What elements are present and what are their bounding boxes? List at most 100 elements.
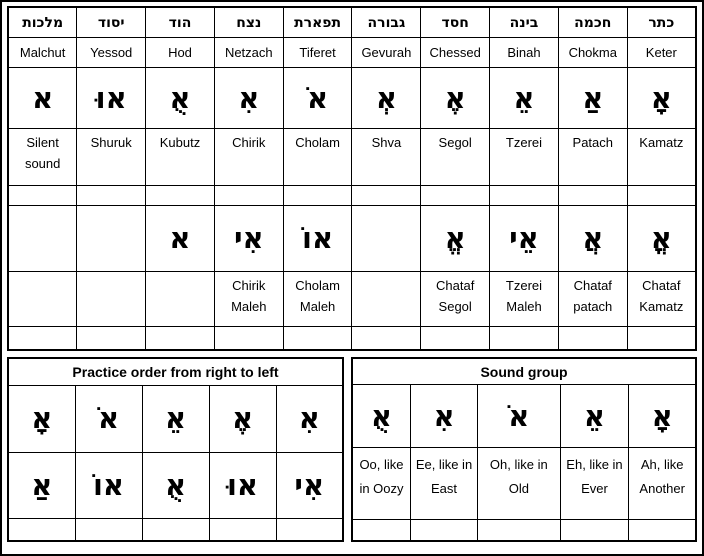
nikud-letter: אוּ: [76, 67, 147, 129]
nikud-name: Chataf patach: [557, 271, 628, 327]
nikud-letter: אַ: [557, 67, 628, 129]
nikud-name-row-2: Chirik Maleh Cholam Maleh Chataf Segol T…: [7, 271, 697, 327]
sefirah-hebrew-name: נצח: [213, 6, 284, 38]
practice-letter: אוֹ: [74, 451, 143, 520]
practice-letter: אַ: [7, 451, 76, 520]
sefirah-hebrew-name: בינה: [489, 6, 559, 38]
sound-letter-row: אֻ אִ אֹ אֵ אָ: [351, 384, 697, 448]
empty-cell: [7, 185, 78, 206]
practice-letter: אֶ: [208, 384, 277, 453]
empty-cell: [7, 326, 78, 351]
practice-row-2: אַ אוֹ אֻ אוּ אִי: [7, 451, 344, 520]
sefirah-hebrew-name: גבורה: [351, 6, 422, 38]
nikud-table: מלכות יסוד הוד נצח תפארת גבורה חסד בינה …: [7, 6, 697, 351]
empty-cell: [213, 185, 284, 206]
nikud-name: Cholam: [282, 128, 353, 186]
nikud-name: [7, 271, 78, 327]
empty-cell: [420, 326, 491, 351]
nikud-name: Chataf Segol: [420, 271, 491, 327]
empty-cell: [282, 326, 353, 351]
nikud-name: Kamatz: [626, 128, 697, 186]
nikud-letter: אָ: [626, 67, 697, 129]
nikud-name: Silent sound: [7, 128, 78, 186]
sound-description: Eh, like in Ever: [559, 447, 630, 520]
nikud-letter: [7, 205, 78, 272]
empty-cell: [145, 185, 215, 206]
nikud-letter: אֶ: [420, 67, 491, 129]
sound-description: Ee, like in East: [409, 447, 479, 520]
practice-title: Practice order from right to left: [7, 357, 344, 386]
nikud-name: Segol: [420, 128, 491, 186]
nikud-letter: אֵי: [489, 205, 559, 272]
nikud-name: Chirik Maleh: [213, 271, 284, 327]
nikud-name: [145, 271, 215, 327]
nikud-letter: אִ: [213, 67, 284, 129]
empty-cell: [213, 326, 284, 351]
sefirah-hebrew-name: מלכות: [7, 6, 78, 38]
sound-letter: אָ: [628, 384, 697, 448]
empty-cell: [557, 185, 628, 206]
spacer-row: [7, 185, 697, 206]
empty-cell: [76, 326, 147, 351]
sefirah-hebrew-name: תפארת: [282, 6, 353, 38]
practice-letter: אֻ: [141, 451, 210, 520]
nikud-letter: א: [145, 205, 215, 272]
sound-description: Ah, like Another: [628, 447, 697, 520]
sound-letter: אֹ: [477, 384, 561, 448]
empty-cell: [282, 185, 353, 206]
nikud-letter: אֹ: [282, 67, 353, 129]
sound-letter: אִ: [409, 384, 479, 448]
sefirah-english-name: Netzach: [213, 37, 284, 68]
nikud-name: [351, 271, 422, 327]
practice-table: Practice order from right to left אָ אֹ …: [7, 357, 344, 542]
sefirah-english-name: Yessod: [76, 37, 147, 68]
nikud-letter: אֱ: [420, 205, 491, 272]
nikud-letter-row-2: א אִי אוֹ אֱ אֵי אֲ אֳ: [7, 205, 697, 272]
nikud-letter: אוֹ: [282, 205, 353, 272]
sound-letter: אֵ: [559, 384, 630, 448]
practice-letter: אֹ: [74, 384, 143, 453]
empty-cell: [351, 185, 422, 206]
sefirah-english-name: Keter: [626, 37, 697, 68]
sefirah-english-name: Binah: [489, 37, 559, 68]
sefirah-hebrew-name: יסוד: [76, 6, 147, 38]
empty-cell: [351, 326, 422, 351]
spacer-row: [351, 519, 697, 542]
sound-description: Oo, like in Oozy: [351, 447, 411, 520]
empty-cell: [141, 518, 210, 542]
nikud-name: Shva: [351, 128, 422, 186]
practice-header-row: Practice order from right to left: [7, 357, 344, 386]
empty-cell: [489, 185, 559, 206]
sefirot-hebrew-row: מלכות יסוד הוד נצח תפארת גבורה חסד בינה …: [7, 6, 697, 38]
nikud-name: Chataf Kamatz: [626, 271, 697, 327]
empty-cell: [208, 518, 277, 542]
sefirot-english-row: Malchut Yessod Hod Netzach Tiferet Gevur…: [7, 37, 697, 68]
nikud-name-row: Silent sound Shuruk Kubutz Chirik Cholam…: [7, 128, 697, 186]
nikud-name: Patach: [557, 128, 628, 186]
sound-group-table: Sound group אֻ אִ אֹ אֵ אָ Oo, like in O…: [351, 357, 697, 542]
empty-cell: [351, 519, 411, 542]
sefirah-english-name: Chessed: [420, 37, 491, 68]
nikud-name: Shuruk: [76, 128, 147, 186]
empty-cell: [628, 519, 697, 542]
empty-cell: [76, 185, 147, 206]
nikud-name: Chirik: [213, 128, 284, 186]
empty-cell: [7, 518, 76, 542]
spacer-row: [7, 326, 697, 351]
practice-letter: אוּ: [208, 451, 277, 520]
empty-cell: [420, 185, 491, 206]
nikud-letter: אֻ: [145, 67, 215, 129]
empty-cell: [557, 326, 628, 351]
sefirah-english-name: Chokma: [557, 37, 628, 68]
sefirah-hebrew-name: הוד: [145, 6, 215, 38]
empty-cell: [559, 519, 630, 542]
nikud-letter: א: [7, 67, 78, 129]
empty-cell: [626, 326, 697, 351]
nikud-letter-row: א אוּ אֻ אִ אֹ אְ אֶ אֵ אַ אָ: [7, 67, 697, 129]
empty-cell: [626, 185, 697, 206]
sound-letter: אֻ: [351, 384, 411, 448]
practice-letter: אִ: [275, 384, 344, 453]
sefirah-english-name: Hod: [145, 37, 215, 68]
nikud-letter: [351, 205, 422, 272]
